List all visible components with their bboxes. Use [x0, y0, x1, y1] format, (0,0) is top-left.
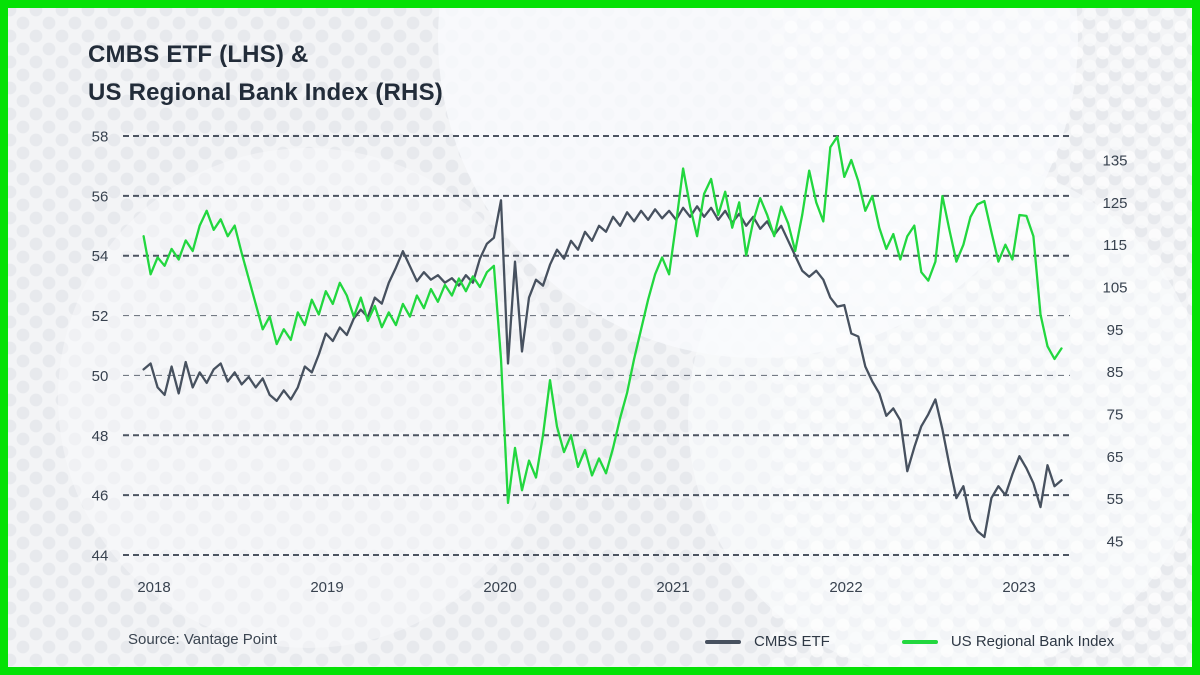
y-axis-left-label: 44	[92, 548, 109, 565]
y-axis-right-label: 45	[1107, 533, 1124, 550]
y-axis-left-label: 56	[92, 188, 109, 205]
legend-item-bank-index: US Regional Bank Index	[901, 633, 1115, 650]
x-axis-label: 2020	[483, 579, 516, 596]
x-axis-label: 2019	[310, 579, 343, 596]
y-axis-left-label: 54	[92, 248, 109, 265]
y-axis-right-label: 105	[1102, 279, 1127, 296]
y-axis-left-label: 52	[92, 308, 109, 325]
y-axis-left-label: 58	[92, 129, 109, 146]
x-axis-label: 2018	[137, 579, 170, 596]
y-axis-right-label: 85	[1107, 364, 1124, 381]
x-axis-label: 2021	[656, 579, 689, 596]
chart-title-line2: US Regional Bank Index (RHS)	[88, 79, 443, 106]
y-axis-right-label: 75	[1107, 406, 1124, 423]
source-note: Source: Vantage Point	[128, 631, 277, 648]
chart-legend: CMBS ETF US Regional Bank Index	[705, 633, 1114, 650]
chart-title: CMBS ETF (LHS) & US Regional Bank Index …	[88, 36, 443, 112]
y-axis-left-label: 46	[92, 488, 109, 505]
x-axis-label: 2022	[829, 579, 862, 596]
y-axis-right-label: 135	[1102, 153, 1127, 170]
y-axis-left-label: 50	[92, 368, 109, 385]
y-axis-right-label: 115	[1103, 237, 1127, 254]
bank-index-line-swatch	[901, 639, 938, 644]
legend-label-cmbs: CMBS ETF	[754, 633, 830, 650]
cmbs-line-swatch	[705, 639, 741, 644]
series-line-0	[142, 199, 1063, 539]
series-line-1	[142, 135, 1063, 505]
legend-item-cmbs: CMBS ETF	[705, 633, 830, 650]
y-axis-left-label: 48	[92, 428, 109, 445]
background-dots-light	[772, 8, 1192, 667]
y-axis-right-label: 95	[1107, 322, 1124, 339]
legend-label-bank-index: US Regional Bank Index	[950, 633, 1115, 650]
background-swoosh	[58, 148, 558, 648]
y-axis-right-label: 55	[1107, 491, 1124, 508]
line-chart: 58 56 54 52 50 48 46 44 135 125 115 105 95 85 75 65 55 45…	[92, 129, 1128, 597]
y-axis-right-label: 65	[1107, 449, 1124, 466]
x-axis-label: 2023	[1002, 579, 1035, 596]
y-axis-right-label: 125	[1102, 195, 1127, 212]
chart-title-line1: CMBS ETF (LHS) &	[88, 41, 309, 68]
